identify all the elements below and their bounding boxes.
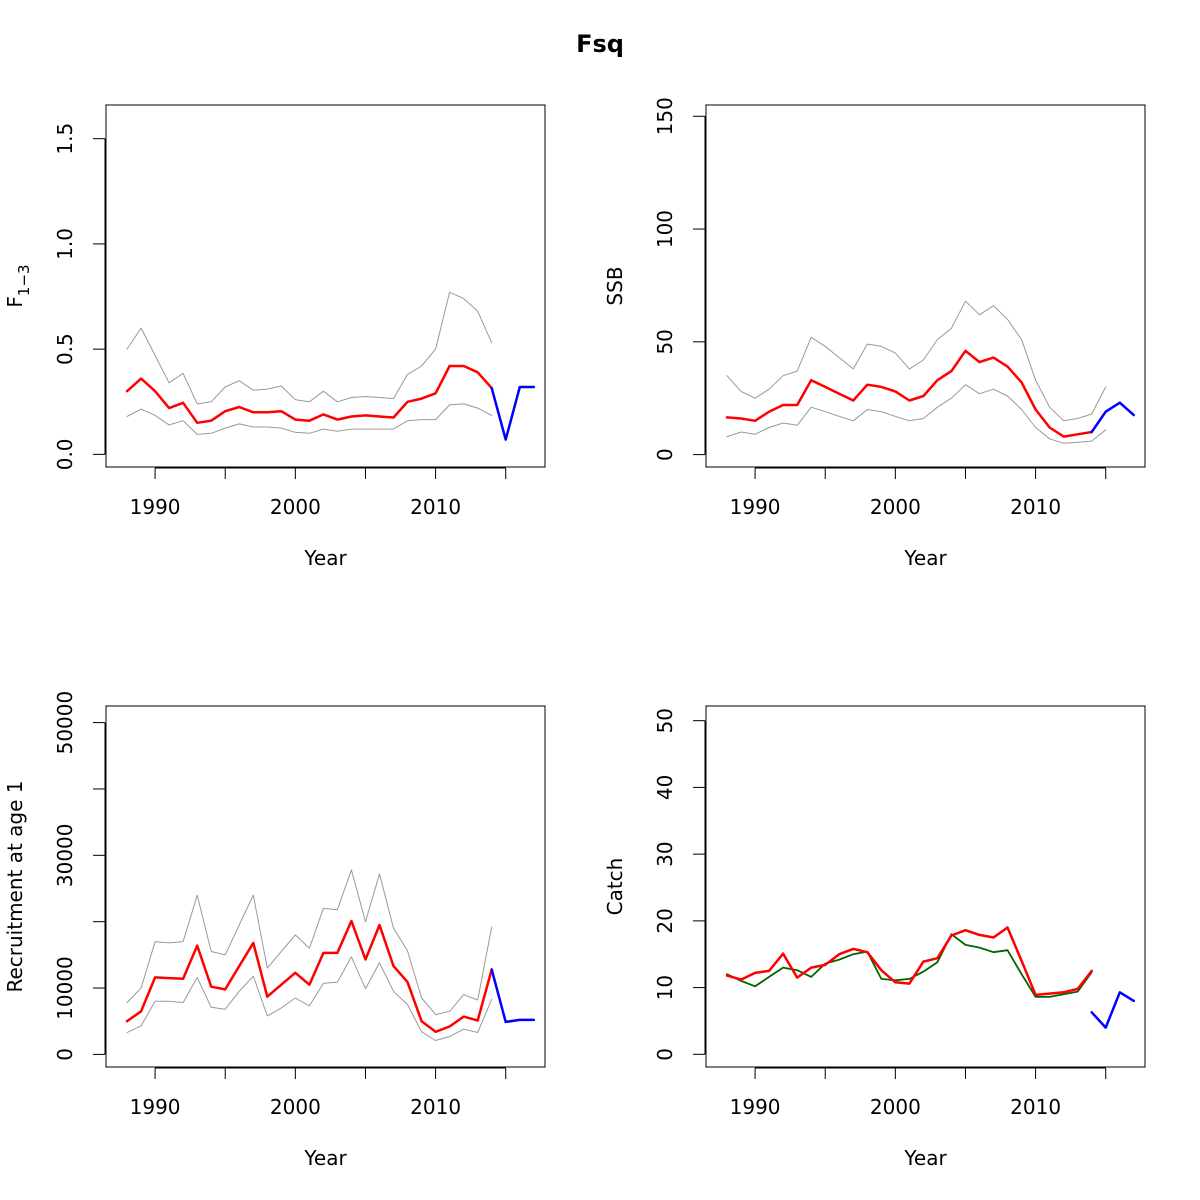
x-tick-label: 2000 xyxy=(870,1095,921,1119)
series-line xyxy=(726,384,1107,444)
x-tick-label: 2000 xyxy=(270,495,321,519)
y-axis-label: Catch xyxy=(603,858,627,916)
x-axis: 1990 2000 2010 xyxy=(730,467,1107,519)
y-axis: 0.0 0.5 1.0 1.5 xyxy=(53,123,106,470)
x-tick-label: 1990 xyxy=(730,1095,781,1119)
y-axis-label: SSB xyxy=(603,266,627,305)
plot-frame xyxy=(105,104,546,468)
y-tick-label: 10 xyxy=(653,975,677,1000)
panel-catch: 1990 2000 2010 Year 0 10 20 30 40 50 Catch xyxy=(603,705,1146,1170)
x-axis-label: Year xyxy=(903,1146,947,1170)
y-tick-label: 10000 xyxy=(53,956,77,1020)
x-tick-label: 1990 xyxy=(130,495,181,519)
y-axis-label: F1−3 xyxy=(3,264,33,307)
series-line xyxy=(126,956,493,1041)
series-line xyxy=(725,349,1093,438)
x-tick-label: 1990 xyxy=(130,1095,181,1119)
x-tick-label: 2010 xyxy=(1010,495,1061,519)
series-line xyxy=(126,869,493,1016)
x-axis-label: Year xyxy=(903,546,947,570)
y-tick-label: 150 xyxy=(653,97,677,135)
panel-recruitment: 1990 2000 2010 Year 0 10000 30000 50000 Recruitm… xyxy=(3,691,546,1170)
x-tick-label: 2010 xyxy=(410,495,461,519)
x-tick-label: 2010 xyxy=(1010,1095,1061,1119)
y-axis: 0 10 20 30 40 50 xyxy=(653,708,706,1061)
x-tick-label: 1990 xyxy=(730,495,781,519)
y-tick-label: 0.5 xyxy=(53,333,77,365)
series-line xyxy=(125,364,493,425)
series-line xyxy=(726,300,1107,422)
y-tick-label: 0.0 xyxy=(53,438,77,470)
series-line xyxy=(126,291,493,405)
y-axis: 0 50 100 150 xyxy=(653,97,706,461)
y-tick-label: 0 xyxy=(653,448,677,461)
figure-title: Fsq xyxy=(576,30,624,58)
y-tick-label: 0 xyxy=(653,1048,677,1061)
x-axis: 1990 2000 2010 xyxy=(130,467,507,519)
y-tick-label: 50000 xyxy=(53,691,77,755)
y-tick-label: 0 xyxy=(53,1048,77,1061)
y-tick-label: 20 xyxy=(653,908,677,933)
series-line xyxy=(490,968,536,1024)
series-line xyxy=(725,926,1093,997)
x-axis-label: Year xyxy=(303,1146,347,1170)
x-tick-label: 2010 xyxy=(410,1095,461,1119)
x-tick-label: 2000 xyxy=(870,495,921,519)
y-axis: 0 10000 30000 50000 xyxy=(53,691,106,1061)
x-axis: 1990 2000 2010 xyxy=(730,1067,1107,1119)
y-tick-label: 50 xyxy=(653,708,677,733)
y-axis-label: Recruitment at age 1 xyxy=(3,780,27,992)
series-line xyxy=(1090,401,1136,434)
x-tick-label: 2000 xyxy=(270,1095,321,1119)
plot-frame xyxy=(705,104,1146,468)
plot-frame xyxy=(705,705,1146,1068)
x-axis-label: Year xyxy=(303,546,347,570)
y-tick-label: 30 xyxy=(653,841,677,866)
y-tick-label: 100 xyxy=(653,210,677,248)
y-tick-label: 50 xyxy=(653,329,677,354)
y-tick-label: 30000 xyxy=(53,823,77,887)
series-line xyxy=(125,919,493,1034)
panel-f: 1990 2000 2010 Year 0.0 0.5 1.0 1.5 F1−3 xyxy=(3,104,546,570)
series-line xyxy=(726,933,1093,998)
series-line xyxy=(490,385,536,441)
series-line xyxy=(1090,991,1136,1029)
plot-frame xyxy=(105,705,546,1068)
panel-ssb: 1990 2000 2010 Year 0 50 100 150 SSB xyxy=(603,97,1146,570)
x-axis: 1990 2000 2010 xyxy=(130,1067,507,1119)
y-tick-label: 1.5 xyxy=(53,123,77,155)
series-line xyxy=(126,403,493,435)
y-tick-label: 40 xyxy=(653,775,677,800)
y-tick-label: 1.0 xyxy=(53,228,77,260)
